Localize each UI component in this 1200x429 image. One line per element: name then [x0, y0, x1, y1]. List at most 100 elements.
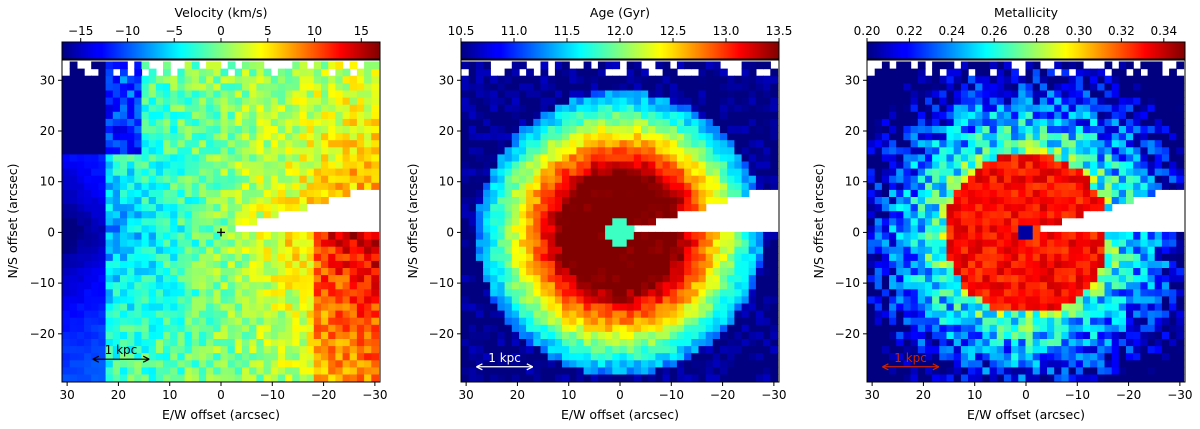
age-bin-cell: [669, 168, 678, 176]
age-bin-cell: [583, 89, 592, 98]
metallicity-bin-cell: [982, 274, 991, 283]
velocity-bin-cell: [227, 182, 236, 190]
age-bin-cell: [712, 104, 721, 112]
age-bin-cell: [562, 366, 570, 375]
age-bin-cell: [748, 231, 757, 240]
metallicity-bin-cell: [896, 175, 904, 183]
metallicity-bin-cell: [1039, 239, 1048, 247]
age-bin-cell: [526, 82, 534, 91]
age-bin-cell: [691, 203, 700, 212]
velocity-bin-cell: [263, 111, 272, 119]
velocity-bin-cell: [134, 352, 143, 361]
velocity-bin-cell: [220, 68, 229, 77]
age-bin-cell: [612, 89, 621, 98]
age-bin-cell: [684, 359, 692, 368]
age-bin-cell: [569, 139, 577, 148]
age-bin-cell: [662, 82, 671, 91]
metallicity-bin-cell: [917, 139, 926, 148]
velocity-bin-cell: [120, 68, 128, 77]
velocity-bin-cell: [371, 352, 380, 361]
velocity-bin-cell: [76, 352, 85, 361]
metallicity-bin-cell: [968, 82, 976, 91]
velocity-bin-cell: [234, 118, 243, 126]
velocity-bin-cell: [155, 267, 164, 276]
age-bin-cell: [770, 146, 779, 155]
velocity-bin-cell: [198, 160, 207, 169]
velocity-bin-cell: [256, 104, 265, 112]
age-bin-cell: [590, 246, 599, 254]
age-bin-cell: [475, 160, 484, 169]
age-bin-cell: [662, 168, 671, 176]
velocity-bin-cell: [206, 196, 214, 205]
metallicity-bin-cell: [1018, 89, 1027, 98]
velocity-bin-cell: [349, 132, 358, 141]
age-bin-cell: [712, 89, 721, 98]
x-tick-label: −10: [260, 388, 285, 402]
velocity-bin-cell: [277, 168, 286, 176]
metallicity-bin-cell: [881, 168, 890, 176]
age-bin-cell: [483, 246, 491, 254]
velocity-bin-cell: [242, 160, 250, 169]
velocity-bin-cell: [349, 82, 358, 91]
age-bin-cell: [562, 118, 570, 126]
age-bin-cell: [547, 160, 556, 169]
metallicity-bin-cell: [1032, 104, 1041, 112]
velocity-bin-cell: [127, 210, 135, 219]
age-bin-cell: [669, 75, 678, 84]
velocity-bin-cell: [249, 267, 257, 276]
velocity-bin-cell: [105, 331, 114, 339]
velocity-bin-cell: [184, 302, 193, 311]
metallicity-bin-cell: [1047, 352, 1055, 361]
velocity-bin-cell: [76, 118, 85, 126]
age-bin-cell: [720, 359, 728, 368]
velocity-bin-cell: [184, 253, 193, 261]
age-bin-cell: [684, 274, 692, 283]
age-bin-cell: [755, 139, 764, 148]
velocity-bin-cell: [76, 239, 85, 247]
velocity-bin-cell: [163, 132, 171, 141]
age-bin-cell: [511, 274, 520, 283]
age-bin-cell: [641, 89, 649, 98]
velocity-bin-cell: [328, 331, 336, 339]
velocity-bin-cell: [263, 302, 272, 311]
velocity-bin-cell: [98, 274, 107, 283]
age-bin-cell: [770, 310, 779, 318]
velocity-bin-cell: [328, 175, 336, 183]
metallicity-bin-cell: [1018, 239, 1027, 247]
metallicity-bin-cell: [1003, 82, 1012, 91]
age-bin-cell: [698, 331, 707, 339]
metallicity-bin-cell: [867, 182, 876, 190]
metallicity-bin-cell: [1011, 146, 1019, 155]
age-bin-cell: [676, 168, 685, 176]
velocity-bin-cell: [191, 160, 200, 169]
age-bin-cell: [698, 317, 707, 325]
metallicity-bin-cell: [867, 331, 876, 339]
age-bin-cell: [461, 132, 470, 141]
age-bin-cell: [547, 331, 556, 339]
age-bin-cell: [662, 111, 671, 119]
metallicity-bin-cell: [982, 373, 991, 382]
metallicity-bin-cell: [917, 175, 926, 183]
age-bin-cell: [504, 175, 513, 183]
age-bin-cell: [655, 196, 664, 205]
age-bin-cell: [533, 274, 542, 283]
age-bin-cell: [684, 295, 692, 304]
velocity-bin-cell: [349, 260, 358, 268]
metallicity-bin-cell: [1003, 97, 1012, 105]
velocity-bin-cell: [155, 331, 164, 339]
velocity-bin-cell: [234, 104, 243, 112]
age-bin-cell: [633, 61, 642, 70]
age-bin-cell: [734, 246, 743, 254]
age-bin-cell: [633, 295, 642, 304]
metallicity-bin-cell: [1032, 153, 1041, 162]
velocity-bin-cell: [184, 267, 193, 276]
velocity-bin-cell: [242, 253, 250, 261]
age-bin-cell: [633, 182, 642, 190]
metallicity-bin-cell: [982, 118, 991, 126]
velocity-bin-cell: [184, 82, 193, 91]
velocity-bin-cell: [227, 196, 236, 205]
velocity-bin-cell: [127, 125, 135, 134]
age-bin-cell: [475, 224, 484, 233]
age-bin-cell: [526, 246, 534, 254]
metallicity-bin-cell: [953, 160, 962, 169]
